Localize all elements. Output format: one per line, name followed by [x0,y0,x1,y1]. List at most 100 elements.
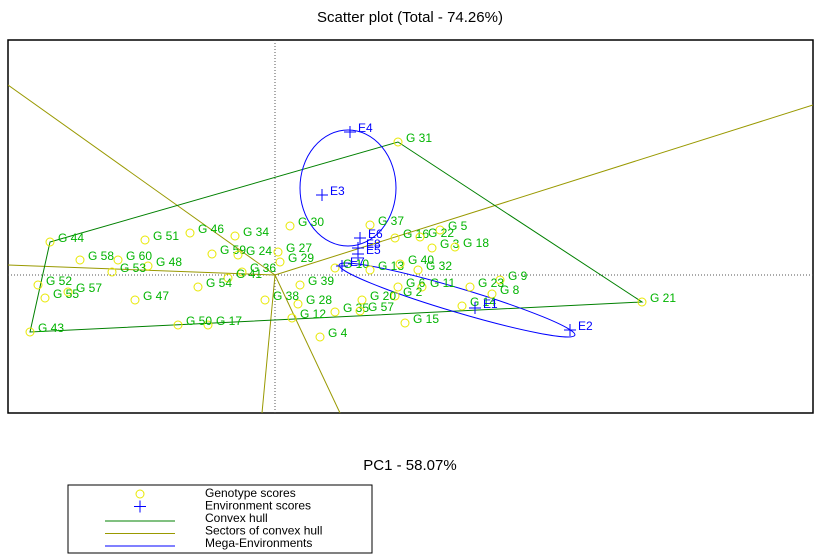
point-label: G 54 [206,276,232,290]
convex-hull [29,141,644,333]
genotype-point [113,255,123,265]
point-label: G 24 [246,244,272,258]
point-label: G 5 [448,219,468,233]
point-label: G 29 [288,251,314,265]
genotype-point [173,320,183,330]
sector-line [8,264,276,276]
genotype-point [450,242,460,252]
mega-environment [338,262,576,338]
legend-marker [134,500,146,513]
genotype-point [185,228,195,238]
point-label: G 40 [408,253,434,267]
point-label: G 22 [428,226,454,240]
environment-point [344,126,356,138]
legend-box [67,484,373,554]
genotype-point [417,282,427,292]
genotype-point [413,265,423,275]
sector-line [274,274,341,413]
point-label: G 48 [156,255,182,269]
environment-point [316,189,328,201]
point-label: G 55 [53,287,79,301]
genotype-point [465,282,475,292]
point-label: G 30 [298,215,324,229]
point-label: G 53 [120,261,146,275]
genotype-point [203,320,213,330]
genotype-point [233,250,243,260]
point-label: G 10 [343,257,369,271]
genotype-point [393,282,403,292]
genotype-point [143,261,153,271]
point-label: G 46 [198,222,224,236]
point-label: G 17 [216,314,242,328]
sector-line [8,84,276,276]
point-label: G 52 [46,274,72,288]
environment-point [336,260,348,272]
legend-marker [135,489,145,499]
genotype-point [400,318,410,328]
point-label: G 36 [250,261,276,275]
point-label: G 28 [306,293,332,307]
genotype-point [293,299,303,309]
point-label: G 3 [440,237,460,251]
genotype-point [25,327,35,337]
point-label: G 4 [328,326,348,340]
genotype-point [330,307,340,317]
mega-environment [299,129,397,247]
legend-label: Genotype scores [205,486,296,500]
genotype-point [275,257,285,267]
genotype-point [415,232,425,242]
genotype-point [285,221,295,231]
genotype-point [330,263,340,273]
point-label: G 2 [403,285,423,299]
point-label: G 58 [88,249,114,263]
genotype-point [295,280,305,290]
point-label: E2 [578,319,593,333]
point-label: G 16 [403,227,429,241]
point-label: G 14 [470,295,496,309]
genotype-point [260,295,270,305]
point-label: G 43 [38,321,64,335]
environment-point [354,232,366,244]
point-label: G 44 [58,231,84,245]
genotype-point [63,287,73,297]
point-label: G 59 [220,243,246,257]
genotype-point [237,267,247,277]
point-label: G 37 [378,214,404,228]
point-label: G 15 [413,312,439,326]
genotype-point [495,275,505,285]
point-label: G 50 [186,314,212,328]
genotype-point [273,247,283,257]
point-label: G 35 [343,301,369,315]
genotype-point [435,225,445,235]
point-label: G 39 [308,274,334,288]
point-label: G 20 [370,289,396,303]
point-label: G 6 [406,276,426,290]
legend-label: Mega-Environments [205,536,312,550]
point-label: G 11 [430,276,455,290]
point-label: G 9 [508,269,528,283]
genotype-point [75,255,85,265]
point-label: G 23 [478,276,504,290]
point-label: G 21 [650,291,676,305]
genotype-point [390,291,400,301]
point-label: E7 [350,255,365,269]
x-axis-label: PC1 - 58.07% [363,457,456,474]
genotype-point [427,243,437,253]
genotype-point [393,137,403,147]
legend-label: Sectors of convex hull [205,524,322,538]
point-label: G 60 [126,249,152,263]
genotype-point [355,306,365,316]
point-label: G 32 [426,259,452,273]
point-label: G 41 [236,267,262,281]
environment-point [352,248,364,260]
sector-line [274,104,813,276]
genotype-point [207,249,217,259]
genotype-point [33,280,43,290]
point-label: E8 [366,237,381,251]
genotype-point [230,231,240,241]
genotype-point [357,295,367,305]
sector-line [261,274,276,413]
genotype-point [107,267,117,277]
genotype-point [365,220,375,230]
